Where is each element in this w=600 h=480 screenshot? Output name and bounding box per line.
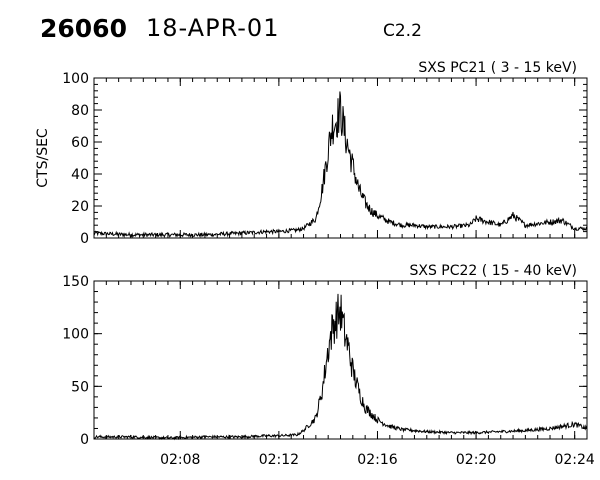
y-tick-label: 100 [62,71,89,87]
y-tick-label: 40 [71,167,89,183]
data-point [336,119,337,120]
y-tick-label: 20 [71,199,89,215]
y-tick-label: 50 [71,379,89,395]
data-point [315,417,316,418]
event-date: 18-APR-01 [146,14,280,42]
series-line [93,293,588,441]
panel-pc21: 0 20 40 60 80 100 SXS PC21 ( 3 - 15 keV) CTS/SE… [35,60,588,247]
y-tick-label: 0 [80,231,89,247]
x-tick-label: 02:08 [160,452,200,468]
x-tick-label: 02:16 [357,452,397,468]
y-tick-label: 80 [71,103,89,119]
y-axis-label: CTS/SEC [35,128,51,188]
y-tick-label: 100 [62,327,89,343]
y-tick-label: 60 [71,135,89,151]
y-tick-label: 0 [80,432,89,448]
data-point [352,166,353,167]
event-id: 26060 [40,14,127,43]
x-tick-label: 02:12 [259,452,299,468]
y-tick-label: 150 [62,274,89,290]
series-line [93,91,588,239]
panel-pc22: 0 50 100 150 02:08 02:12 02:16 02:20 02:24 SXS PC… [62,263,595,468]
x-tick-label: 02:24 [554,452,594,468]
panel-title: SXS PC22 ( 15 - 40 keV) [409,263,577,279]
x-tick-label: 02:20 [456,452,496,468]
goes-class: C2.2 [383,21,422,41]
panel-title: SXS PC21 ( 3 - 15 keV) [418,60,577,76]
